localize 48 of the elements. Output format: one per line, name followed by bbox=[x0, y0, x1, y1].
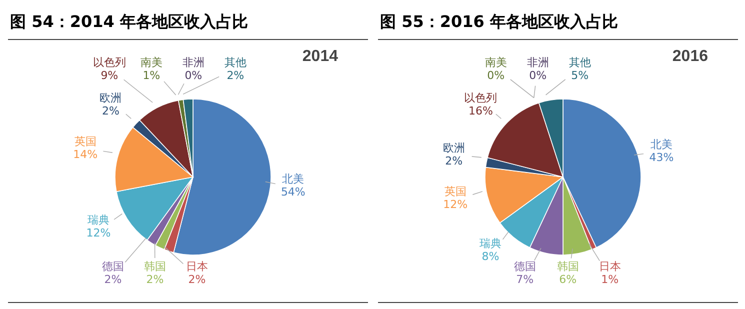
slice-label: 欧洲 bbox=[100, 92, 122, 105]
data-label: 2% bbox=[188, 273, 206, 286]
data-label: 2% bbox=[104, 273, 122, 286]
data-label: 2% bbox=[445, 154, 463, 168]
data-label: 14% bbox=[73, 148, 98, 162]
data-label: 2% bbox=[102, 104, 120, 118]
slice-label: 韩国 bbox=[144, 260, 166, 273]
chart-title: 图 55：2016 年各地区收入占比 bbox=[378, 8, 738, 40]
data-label: 1% bbox=[601, 273, 619, 286]
slice-label: 以色列 bbox=[92, 56, 126, 69]
slice-label: 日本 bbox=[186, 260, 208, 273]
data-label: 2% bbox=[226, 69, 244, 82]
data-label: 2% bbox=[146, 273, 164, 286]
slice-label: 北美 bbox=[282, 172, 304, 186]
slice-label: 瑞典 bbox=[479, 237, 502, 250]
data-label: 43% bbox=[649, 151, 674, 164]
category-label: 南美 bbox=[484, 56, 507, 69]
slice-label: 德国 bbox=[102, 260, 124, 273]
data-label: 5% bbox=[571, 69, 589, 82]
slice-label: 欧洲 bbox=[442, 141, 465, 154]
data-label: 7% bbox=[516, 273, 534, 286]
text: 0% bbox=[529, 69, 547, 82]
chart-subtitle: 2016 bbox=[672, 48, 708, 66]
data-label: 6% bbox=[559, 273, 577, 286]
data-label: 1% bbox=[142, 69, 160, 82]
slice-label: 德国 bbox=[514, 260, 536, 273]
slice-label: 其他 bbox=[568, 56, 591, 69]
chart-subtitle: 2014 bbox=[302, 48, 338, 66]
slice-label: 北美 bbox=[650, 138, 672, 152]
slice-label: 英国 bbox=[444, 184, 466, 198]
slice-label: 英国 bbox=[74, 135, 96, 148]
slice-label: 其他 bbox=[224, 56, 246, 69]
slice-label: 南美 bbox=[140, 56, 162, 69]
text: 0% bbox=[184, 69, 202, 82]
category-label: 非洲 bbox=[526, 56, 549, 69]
slice-label: 韩国 bbox=[556, 260, 579, 273]
data-label: 12% bbox=[86, 226, 111, 240]
slice-label: 以色列 bbox=[464, 92, 498, 105]
slice-label: 日本 bbox=[598, 260, 621, 273]
category-label: 非洲 bbox=[182, 56, 204, 69]
text: 0% bbox=[487, 69, 505, 82]
chart-title: 图 54：2014 年各地区收入占比 bbox=[8, 8, 368, 40]
data-label: 9% bbox=[100, 69, 118, 82]
data-label: 12% bbox=[443, 198, 468, 211]
data-label: 54% bbox=[280, 186, 306, 199]
slice-label: 瑞典 bbox=[88, 214, 110, 227]
data-label: 16% bbox=[468, 104, 493, 118]
data-label: 8% bbox=[482, 250, 500, 264]
